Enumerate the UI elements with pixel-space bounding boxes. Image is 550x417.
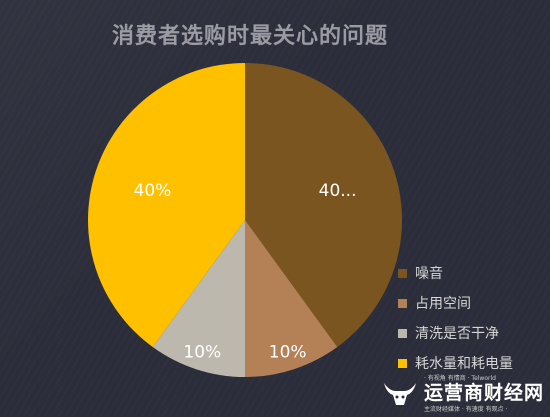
chart-title: 消费者选购时最关心的问题: [112, 24, 389, 49]
legend-label-2: 清洗是否干净: [415, 326, 499, 342]
watermark-slogan: · 有视角 有情商 · Telworld: [423, 375, 496, 382]
pie-label-2: 10%: [183, 342, 221, 362]
legend-swatch-1: [398, 298, 407, 308]
legend-swatch-3: [398, 358, 407, 368]
legend-item-3: 耗水量和耗电量: [398, 348, 513, 378]
pie-label-1: 10%: [269, 342, 307, 362]
legend-item-0: 噪音: [398, 258, 513, 288]
legend-item-2: 清洗是否干净: [398, 318, 513, 348]
pie-slice-2: [152, 220, 245, 377]
legend-label-3: 耗水量和耗电量: [415, 356, 513, 372]
pie-slice-1: [245, 220, 338, 377]
pie-labels: 40... 10% 10% 40%: [134, 181, 357, 362]
watermark-name: 运营商财经网: [423, 382, 544, 404]
legend-swatch-2: [398, 328, 407, 338]
pie-slice-3: [88, 63, 245, 348]
bull-logo-icon: [380, 379, 420, 407]
legend-swatch-0: [398, 268, 407, 278]
legend-label-0: 噪音: [415, 266, 443, 282]
watermark-subtitle: 主流财经媒体 · 有速度 有观点 ·: [423, 406, 508, 413]
pie-slice-0: [245, 63, 403, 348]
pie-label-0: 40...: [319, 181, 357, 201]
legend-item-1: 占用空间: [398, 288, 513, 318]
legend-label-1: 占用空间: [415, 296, 471, 312]
pie-label-3: 40%: [134, 181, 172, 201]
pie-slices: [88, 63, 403, 377]
chart-legend: 噪音占用空间清洗是否干净 耗水量和耗电量: [398, 258, 513, 378]
watermark: · 有视角 有情商 · Telworld 运营商财经网 主流财经媒体 · 有速度…: [380, 373, 544, 413]
